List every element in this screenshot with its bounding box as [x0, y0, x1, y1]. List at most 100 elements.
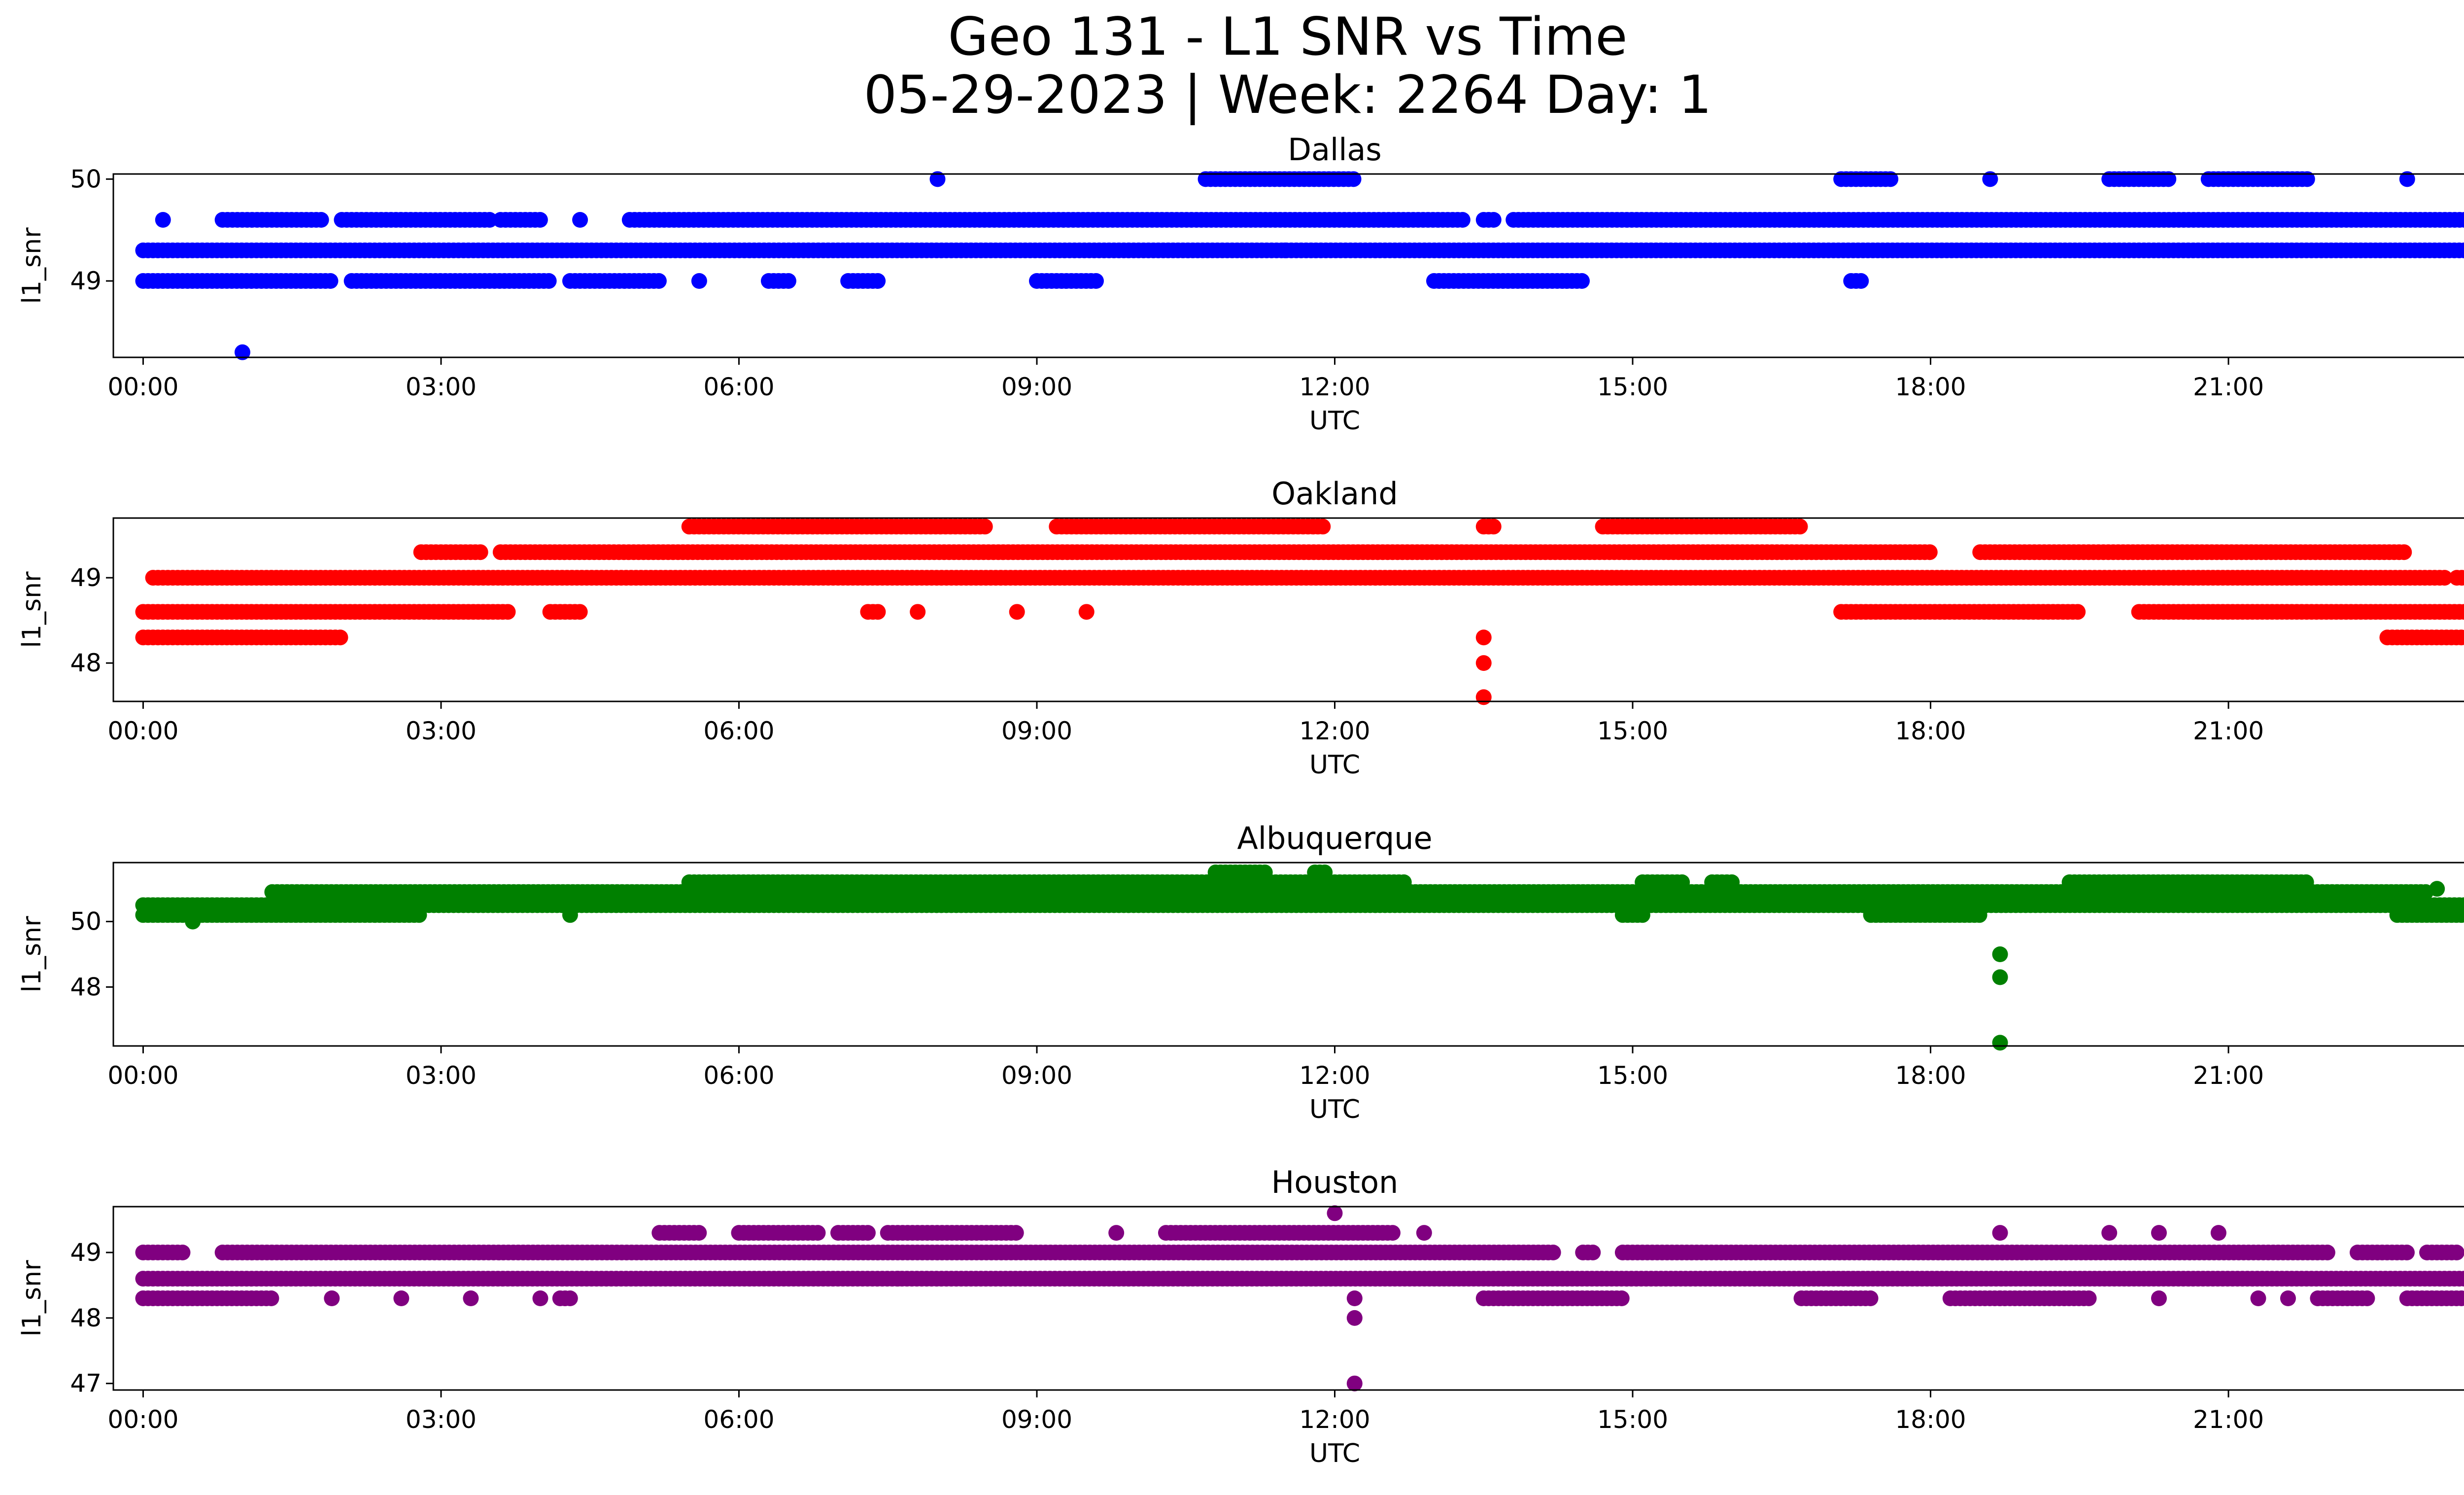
- data-point: [155, 212, 171, 228]
- data-point: [1257, 864, 1273, 880]
- subplot-title: Dallas: [1288, 132, 1381, 168]
- data-point: [2398, 1245, 2415, 1260]
- x-tick-label: 15:00: [1597, 1061, 1668, 1090]
- data-point: [1088, 273, 1104, 289]
- scatter-points: [135, 1205, 2464, 1391]
- x-axis-label: UTC: [1309, 750, 1360, 780]
- data-point: [472, 544, 488, 560]
- scatter-points: [135, 519, 2464, 705]
- data-point: [1475, 655, 1492, 671]
- data-point: [870, 604, 886, 620]
- subplot-title: Oakland: [1271, 476, 1398, 512]
- data-point: [2458, 629, 2464, 645]
- data-point: [411, 907, 427, 923]
- data-point: [2458, 1290, 2464, 1306]
- x-tick-label: 06:00: [703, 717, 774, 745]
- data-point: [1971, 907, 1987, 923]
- x-tick-label: 06:00: [703, 373, 774, 401]
- x-tick-label: 00:00: [107, 373, 178, 401]
- x-tick-label: 18:00: [1895, 373, 1966, 401]
- data-point: [691, 273, 707, 289]
- data-point: [1882, 171, 1899, 187]
- x-tick-label: 12:00: [1299, 373, 1370, 401]
- x-tick-label: 09:00: [1001, 1061, 1072, 1090]
- x-tick-label: 18:00: [1895, 1061, 1966, 1090]
- data-point: [1475, 689, 1492, 705]
- data-point: [541, 273, 557, 289]
- data-point: [859, 1225, 876, 1241]
- data-point: [2359, 1290, 2375, 1306]
- data-point: [2319, 1245, 2335, 1260]
- data-point: [2429, 881, 2445, 897]
- data-point: [1008, 1225, 1024, 1241]
- data-point: [234, 344, 250, 360]
- scatter-points: [135, 864, 2464, 1051]
- y-tick-label: 48: [70, 649, 102, 677]
- x-tick-label: 21:00: [2193, 373, 2264, 401]
- x-tick-label: 15:00: [1597, 717, 1668, 745]
- data-point: [1396, 874, 1412, 890]
- data-point: [2449, 1245, 2464, 1260]
- data-point: [1078, 604, 1095, 620]
- x-tick-label: 09:00: [1001, 717, 1072, 745]
- subplot-oakland: Oakland 00:00 03:00 06:00 09:00 12:00 15:00 18:…: [17, 476, 2464, 780]
- data-point: [562, 1290, 578, 1306]
- data-point: [2456, 1271, 2464, 1287]
- data-point: [1454, 212, 1471, 228]
- data-point: [1277, 243, 1293, 258]
- data-point: [1585, 1245, 1601, 1260]
- y-tick-label: 50: [70, 907, 102, 936]
- x-tick-label: 18:00: [1895, 717, 1966, 745]
- data-point: [977, 519, 993, 535]
- x-tick-label: 15:00: [1597, 373, 1668, 401]
- data-point: [1485, 519, 1502, 535]
- data-point: [1613, 1290, 1630, 1306]
- y-axis-label: l1_snr: [17, 571, 47, 648]
- data-point: [332, 629, 348, 646]
- data-point: [572, 212, 588, 228]
- data-point: [810, 1225, 826, 1241]
- data-point: [2436, 570, 2453, 586]
- data-point: [1792, 519, 1808, 535]
- data-point: [2299, 171, 2315, 187]
- data-point: [780, 273, 796, 289]
- data-point: [1853, 273, 1869, 289]
- data-point: [1674, 874, 1690, 890]
- x-tick-label: 00:00: [107, 717, 178, 745]
- data-point: [1921, 544, 1938, 560]
- data-point: [481, 212, 498, 228]
- data-point: [1345, 171, 1362, 187]
- data-point: [572, 604, 588, 620]
- data-point: [322, 273, 339, 289]
- x-tick-label: 12:00: [1299, 717, 1370, 745]
- data-point: [2081, 1290, 2097, 1306]
- data-point: [1485, 212, 1502, 228]
- x-tick-label: 03:00: [406, 717, 477, 745]
- data-point: [1992, 969, 2008, 985]
- subplot-title: Albuquerque: [1237, 820, 1432, 856]
- y-tick-label: 48: [70, 973, 102, 1001]
- data-point: [2396, 544, 2412, 560]
- axes-frame: [112, 173, 2464, 358]
- data-point: [532, 212, 548, 228]
- data-point: [313, 212, 329, 228]
- data-point: [2457, 212, 2464, 228]
- data-point: [2461, 244, 2464, 257]
- data-point: [263, 1290, 279, 1306]
- data-point: [1317, 864, 1333, 880]
- y-axis-label: l1_snr: [17, 227, 47, 304]
- data-point: [2461, 606, 2464, 618]
- x-tick-label: 00:00: [107, 1061, 178, 1090]
- data-point: [2070, 604, 2086, 620]
- data-point: [1475, 629, 1492, 646]
- data-point: [650, 273, 667, 289]
- data-point: [2399, 171, 2415, 187]
- data-point: [2458, 907, 2464, 923]
- y-tick-label: 50: [70, 165, 102, 193]
- data-point: [2298, 874, 2314, 890]
- x-tick-label: 21:00: [2193, 717, 2264, 745]
- x-tick-label: 03:00: [406, 373, 477, 401]
